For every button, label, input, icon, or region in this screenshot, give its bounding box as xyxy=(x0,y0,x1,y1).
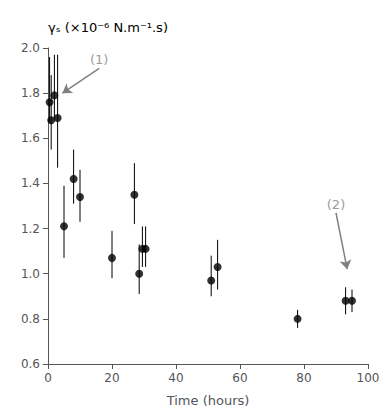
svg-text:60: 60 xyxy=(232,371,247,385)
svg-text:1.8: 1.8 xyxy=(21,86,40,100)
svg-text:0.6: 0.6 xyxy=(21,357,40,371)
svg-text:1.4: 1.4 xyxy=(21,176,40,190)
svg-text:1.6: 1.6 xyxy=(21,131,40,145)
svg-text:100: 100 xyxy=(357,371,380,385)
svg-text:40: 40 xyxy=(168,371,183,385)
svg-text:1.0: 1.0 xyxy=(21,267,40,281)
svg-text:0.8: 0.8 xyxy=(21,312,40,326)
svg-text:γₛ (×10⁻⁶ N.m⁻¹.s): γₛ (×10⁻⁶ N.m⁻¹.s) xyxy=(48,20,168,35)
svg-text:20: 20 xyxy=(104,371,119,385)
svg-text:1.2: 1.2 xyxy=(21,222,40,236)
svg-text:Time (hours): Time (hours) xyxy=(166,393,250,408)
svg-text:(1): (1) xyxy=(90,52,108,67)
svg-text:0: 0 xyxy=(44,371,52,385)
svg-text:(2): (2) xyxy=(327,197,345,212)
svg-text:2.0: 2.0 xyxy=(21,41,40,55)
svg-text:80: 80 xyxy=(296,371,311,385)
